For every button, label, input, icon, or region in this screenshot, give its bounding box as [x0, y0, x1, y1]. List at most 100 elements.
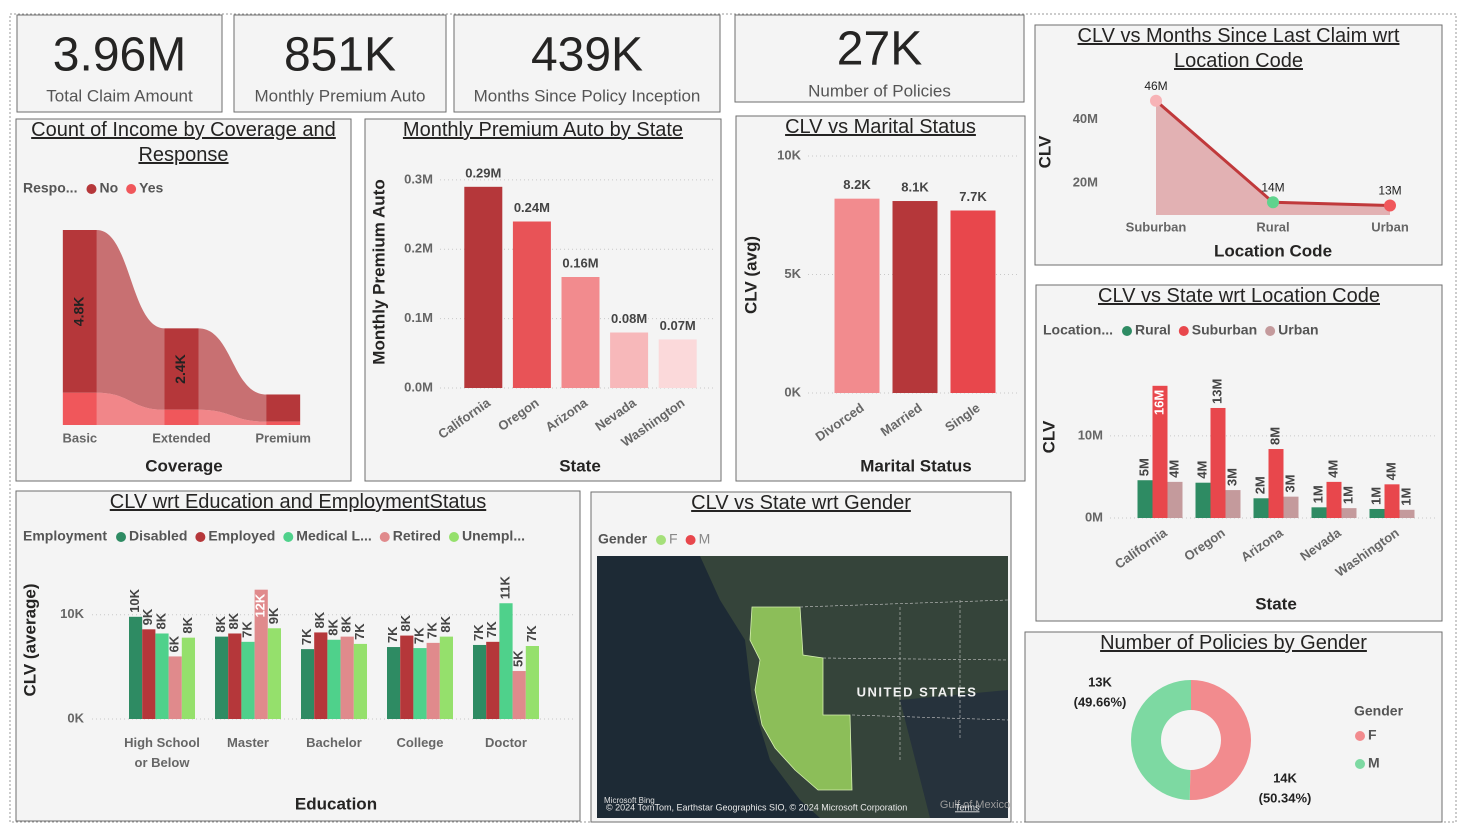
bar	[353, 643, 367, 719]
x-tick-label: Doctor	[485, 735, 527, 750]
bar	[155, 633, 169, 719]
x-axis-title: Location Code	[1214, 241, 1332, 260]
data-label: 14K	[1273, 770, 1297, 785]
x-axis-title: Marital Status	[860, 456, 971, 475]
y-tick-label: 10K	[60, 606, 84, 621]
bar	[340, 636, 354, 719]
bar	[1137, 480, 1153, 518]
panel	[1034, 24, 1443, 266]
bar	[314, 632, 328, 719]
ribbon	[96, 230, 165, 410]
bar	[1326, 481, 1342, 518]
legend-marker	[656, 535, 667, 545]
data-label: 10K	[127, 588, 142, 612]
legend-title: Employment	[23, 528, 107, 544]
donut-slice	[1189, 680, 1251, 801]
bar	[142, 629, 156, 719]
x-tick-label: Suburban	[1126, 219, 1187, 234]
bar	[228, 633, 242, 719]
y-tick-label: 0.3M	[404, 171, 433, 186]
y-tick-label: 0K	[784, 384, 801, 399]
bar	[215, 636, 229, 719]
legend-marker	[448, 532, 459, 542]
bar	[561, 277, 600, 388]
y-axis-title: CLV	[1035, 135, 1054, 168]
data-label: 8K	[325, 619, 340, 636]
legend-label: Employed	[208, 528, 275, 544]
donut-slice	[1130, 680, 1191, 800]
chart-title: CLV vs Months Since Last Claim wrt Locat…	[1077, 25, 1400, 72]
data-label: 2.4K	[172, 354, 188, 384]
data-label: 8K	[153, 612, 168, 629]
card	[233, 14, 447, 113]
y-tick-label: 10M	[1078, 427, 1103, 442]
data-label: 7K	[352, 623, 367, 640]
map-terms[interactable]: Terms	[955, 802, 980, 812]
legend-marker	[126, 184, 137, 194]
bar	[413, 648, 427, 719]
bar	[499, 603, 513, 719]
bar	[267, 628, 281, 719]
y-tick-label: 20M	[1073, 175, 1098, 190]
data-label: 9K	[266, 607, 281, 624]
bar	[168, 656, 182, 719]
x-tick-label: Basic	[62, 430, 97, 445]
y-tick-label: 5K	[784, 266, 801, 281]
data-label: 5K	[511, 650, 526, 667]
map[interactable]: UNITED STATES Gulf of Mexico Microsoft B…	[597, 556, 1010, 818]
chart-title: CLV wrt Education and EmploymentStatus	[109, 491, 487, 513]
state-area[interactable]	[749, 606, 853, 791]
column-segment	[62, 230, 97, 393]
legend-label: Urban	[1278, 322, 1318, 338]
data-label: 4M	[1194, 461, 1209, 479]
legend-marker	[1355, 731, 1365, 741]
data-label: 7K	[425, 622, 440, 639]
data-label: 6K	[167, 635, 182, 652]
x-axis-title: State	[1255, 594, 1297, 613]
data-label: 8K	[180, 616, 195, 633]
bar	[1195, 482, 1211, 518]
data-label: 16M	[1151, 390, 1166, 415]
x-tick-label: College	[396, 735, 444, 750]
y-tick-label: 0.2M	[404, 241, 433, 256]
legend-title: Respo...	[23, 180, 77, 196]
bar	[658, 339, 697, 388]
bar	[1283, 496, 1299, 518]
data-label: 4M	[1166, 460, 1181, 478]
data-label: 13M	[1209, 379, 1224, 404]
legend-title: Gender	[1354, 703, 1404, 719]
data-label: 4.8K	[71, 297, 87, 327]
data-label: 2M	[1252, 476, 1267, 494]
data-label: 7K	[471, 624, 486, 641]
data-label: 7K	[299, 628, 314, 645]
data-label: 0.29M	[465, 165, 501, 180]
card	[16, 14, 223, 113]
x-tick-label: Premium	[255, 430, 311, 445]
data-label: 8K	[213, 615, 228, 632]
chart-title: Monthly Premium Auto by State	[402, 119, 684, 141]
bar	[400, 635, 414, 719]
map-attribution: © 2024 TomTom, Earthstar Geographics SIO…	[606, 802, 907, 812]
kpi-label: Total Claim Amount	[46, 86, 193, 105]
x-tick-label: Master	[227, 735, 269, 750]
bar	[1152, 385, 1168, 518]
kpi-label: Number of Policies	[808, 81, 951, 100]
data-label: 7K	[385, 626, 400, 643]
data-label: 13K	[1088, 674, 1112, 689]
x-axis-title: State	[559, 456, 601, 475]
data-label: 8K	[312, 611, 327, 628]
bar	[1384, 484, 1400, 518]
data-label: (49.66%)	[1074, 694, 1127, 709]
bar	[1311, 507, 1327, 518]
chart-title: Count of Income by Coverage and Response	[31, 119, 336, 166]
data-label: 7K	[524, 625, 539, 642]
kpi-label: Months Since Policy Inception	[474, 86, 701, 105]
column-segment	[266, 421, 301, 425]
bar	[1225, 490, 1241, 518]
x-tick-label: High School or Below	[124, 735, 200, 770]
bar	[950, 210, 996, 393]
column-segment	[266, 394, 301, 422]
data-label: 7K	[239, 621, 254, 638]
